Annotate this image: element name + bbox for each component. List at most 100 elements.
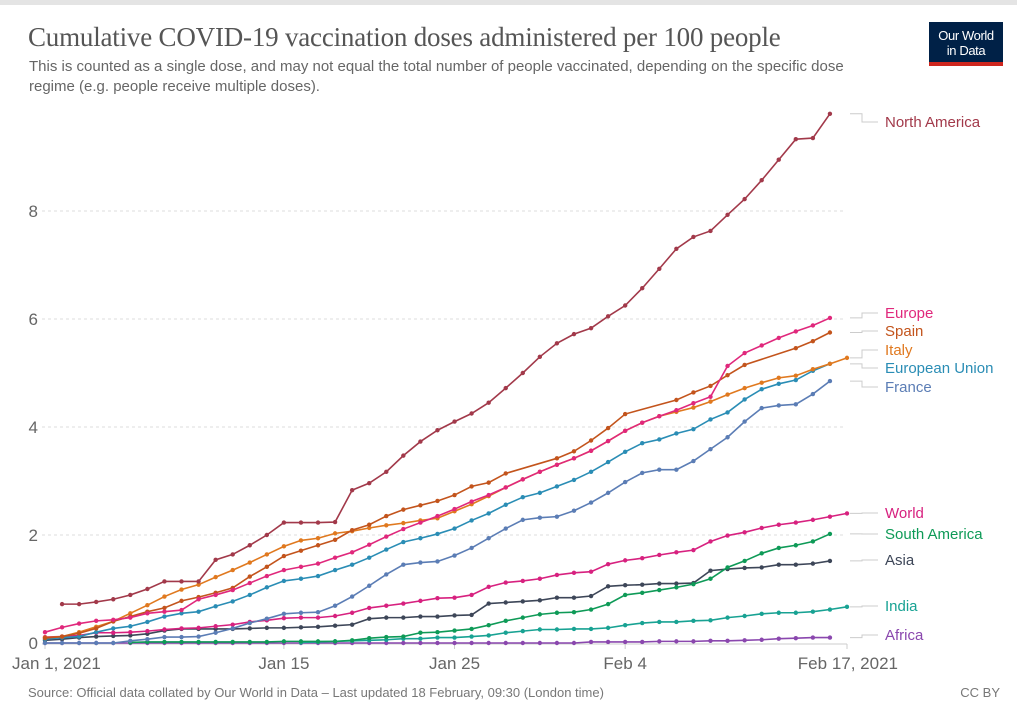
data-point bbox=[708, 417, 713, 422]
data-point bbox=[520, 578, 525, 584]
data-point bbox=[486, 511, 491, 516]
data-point bbox=[349, 610, 355, 615]
data-point bbox=[554, 456, 560, 461]
x-tick-label: Feb 4 bbox=[603, 654, 646, 673]
data-point bbox=[298, 564, 304, 570]
legend-label[interactable]: European Union bbox=[885, 360, 993, 377]
legend-label[interactable]: Spain bbox=[885, 323, 923, 340]
data-point bbox=[776, 562, 781, 567]
data-point bbox=[588, 639, 594, 645]
data-point bbox=[776, 403, 781, 408]
y-tick-label: 2 bbox=[29, 526, 38, 545]
data-point bbox=[145, 611, 150, 616]
data-point bbox=[725, 533, 730, 538]
x-tick-label: Feb 17, 2021 bbox=[798, 654, 898, 673]
data-point bbox=[640, 590, 645, 595]
legend-label[interactable]: South America bbox=[885, 526, 983, 543]
legend-connector bbox=[850, 363, 878, 369]
data-point bbox=[384, 534, 389, 539]
data-point bbox=[810, 135, 816, 141]
data-point bbox=[657, 467, 662, 472]
legend-label[interactable]: Africa bbox=[885, 627, 924, 644]
data-point bbox=[605, 314, 611, 319]
data-point bbox=[537, 627, 543, 632]
data-point bbox=[42, 635, 48, 641]
data-point bbox=[708, 576, 713, 581]
data-point bbox=[691, 618, 696, 624]
data-point bbox=[486, 480, 491, 485]
data-point bbox=[298, 548, 304, 553]
series-european-union bbox=[42, 361, 833, 642]
data-point bbox=[742, 350, 747, 356]
data-point bbox=[128, 611, 133, 616]
legend-label[interactable]: World bbox=[885, 505, 924, 522]
data-point bbox=[264, 552, 270, 557]
data-point bbox=[793, 562, 799, 567]
legend-label[interactable]: France bbox=[885, 379, 932, 396]
data-point bbox=[76, 621, 82, 626]
data-point bbox=[196, 639, 201, 645]
data-point bbox=[708, 394, 713, 399]
logo-line-1: Our World bbox=[938, 28, 994, 43]
data-point bbox=[213, 624, 218, 629]
data-point bbox=[469, 626, 474, 632]
data-point bbox=[793, 635, 799, 641]
data-point bbox=[196, 582, 201, 587]
data-point bbox=[537, 354, 543, 359]
data-point bbox=[810, 338, 816, 344]
x-tick-label: Jan 1, 2021 bbox=[12, 654, 101, 673]
data-point bbox=[810, 635, 816, 640]
data-point bbox=[315, 624, 321, 629]
series-south-america bbox=[128, 531, 833, 645]
license-link[interactable]: CC BY bbox=[960, 685, 1000, 700]
data-point bbox=[691, 234, 696, 240]
data-point bbox=[674, 639, 679, 644]
data-point bbox=[162, 639, 167, 645]
data-point bbox=[93, 599, 99, 605]
data-point bbox=[452, 613, 457, 618]
data-point bbox=[264, 616, 270, 621]
legend-label[interactable]: Europe bbox=[885, 305, 933, 322]
data-point bbox=[315, 536, 321, 541]
data-point bbox=[452, 595, 457, 600]
data-point bbox=[298, 538, 304, 543]
data-point bbox=[742, 613, 747, 619]
data-point bbox=[111, 640, 116, 646]
data-point bbox=[520, 599, 525, 604]
data-point bbox=[469, 592, 474, 598]
data-point bbox=[196, 634, 201, 639]
data-point bbox=[810, 323, 816, 328]
data-point bbox=[401, 507, 406, 512]
data-point bbox=[640, 420, 645, 425]
data-point bbox=[657, 581, 662, 586]
data-point bbox=[332, 639, 338, 644]
data-point bbox=[810, 609, 816, 614]
data-point bbox=[401, 453, 406, 458]
data-point bbox=[776, 381, 781, 386]
data-point bbox=[384, 513, 389, 519]
data-point bbox=[759, 565, 764, 570]
data-point bbox=[384, 547, 389, 552]
data-point bbox=[213, 557, 218, 563]
data-point bbox=[844, 604, 850, 610]
owid-logo[interactable]: Our World in Data bbox=[929, 22, 1003, 66]
data-point bbox=[230, 622, 235, 627]
data-point bbox=[401, 615, 406, 620]
data-point bbox=[554, 572, 560, 578]
data-point bbox=[281, 615, 287, 621]
data-point bbox=[452, 640, 457, 646]
data-point bbox=[725, 410, 730, 415]
data-point bbox=[179, 579, 184, 584]
legend-label[interactable]: Asia bbox=[885, 552, 915, 569]
data-point bbox=[793, 610, 799, 615]
legend-label[interactable]: India bbox=[885, 598, 918, 615]
legend-label[interactable]: North America bbox=[885, 114, 981, 131]
data-point bbox=[776, 610, 781, 615]
data-point bbox=[247, 580, 252, 586]
legend-connector bbox=[850, 330, 878, 333]
data-point bbox=[486, 640, 491, 646]
data-point bbox=[554, 627, 560, 632]
series-europe bbox=[42, 315, 833, 635]
data-point bbox=[298, 576, 304, 581]
legend-label[interactable]: Italy bbox=[885, 342, 913, 359]
